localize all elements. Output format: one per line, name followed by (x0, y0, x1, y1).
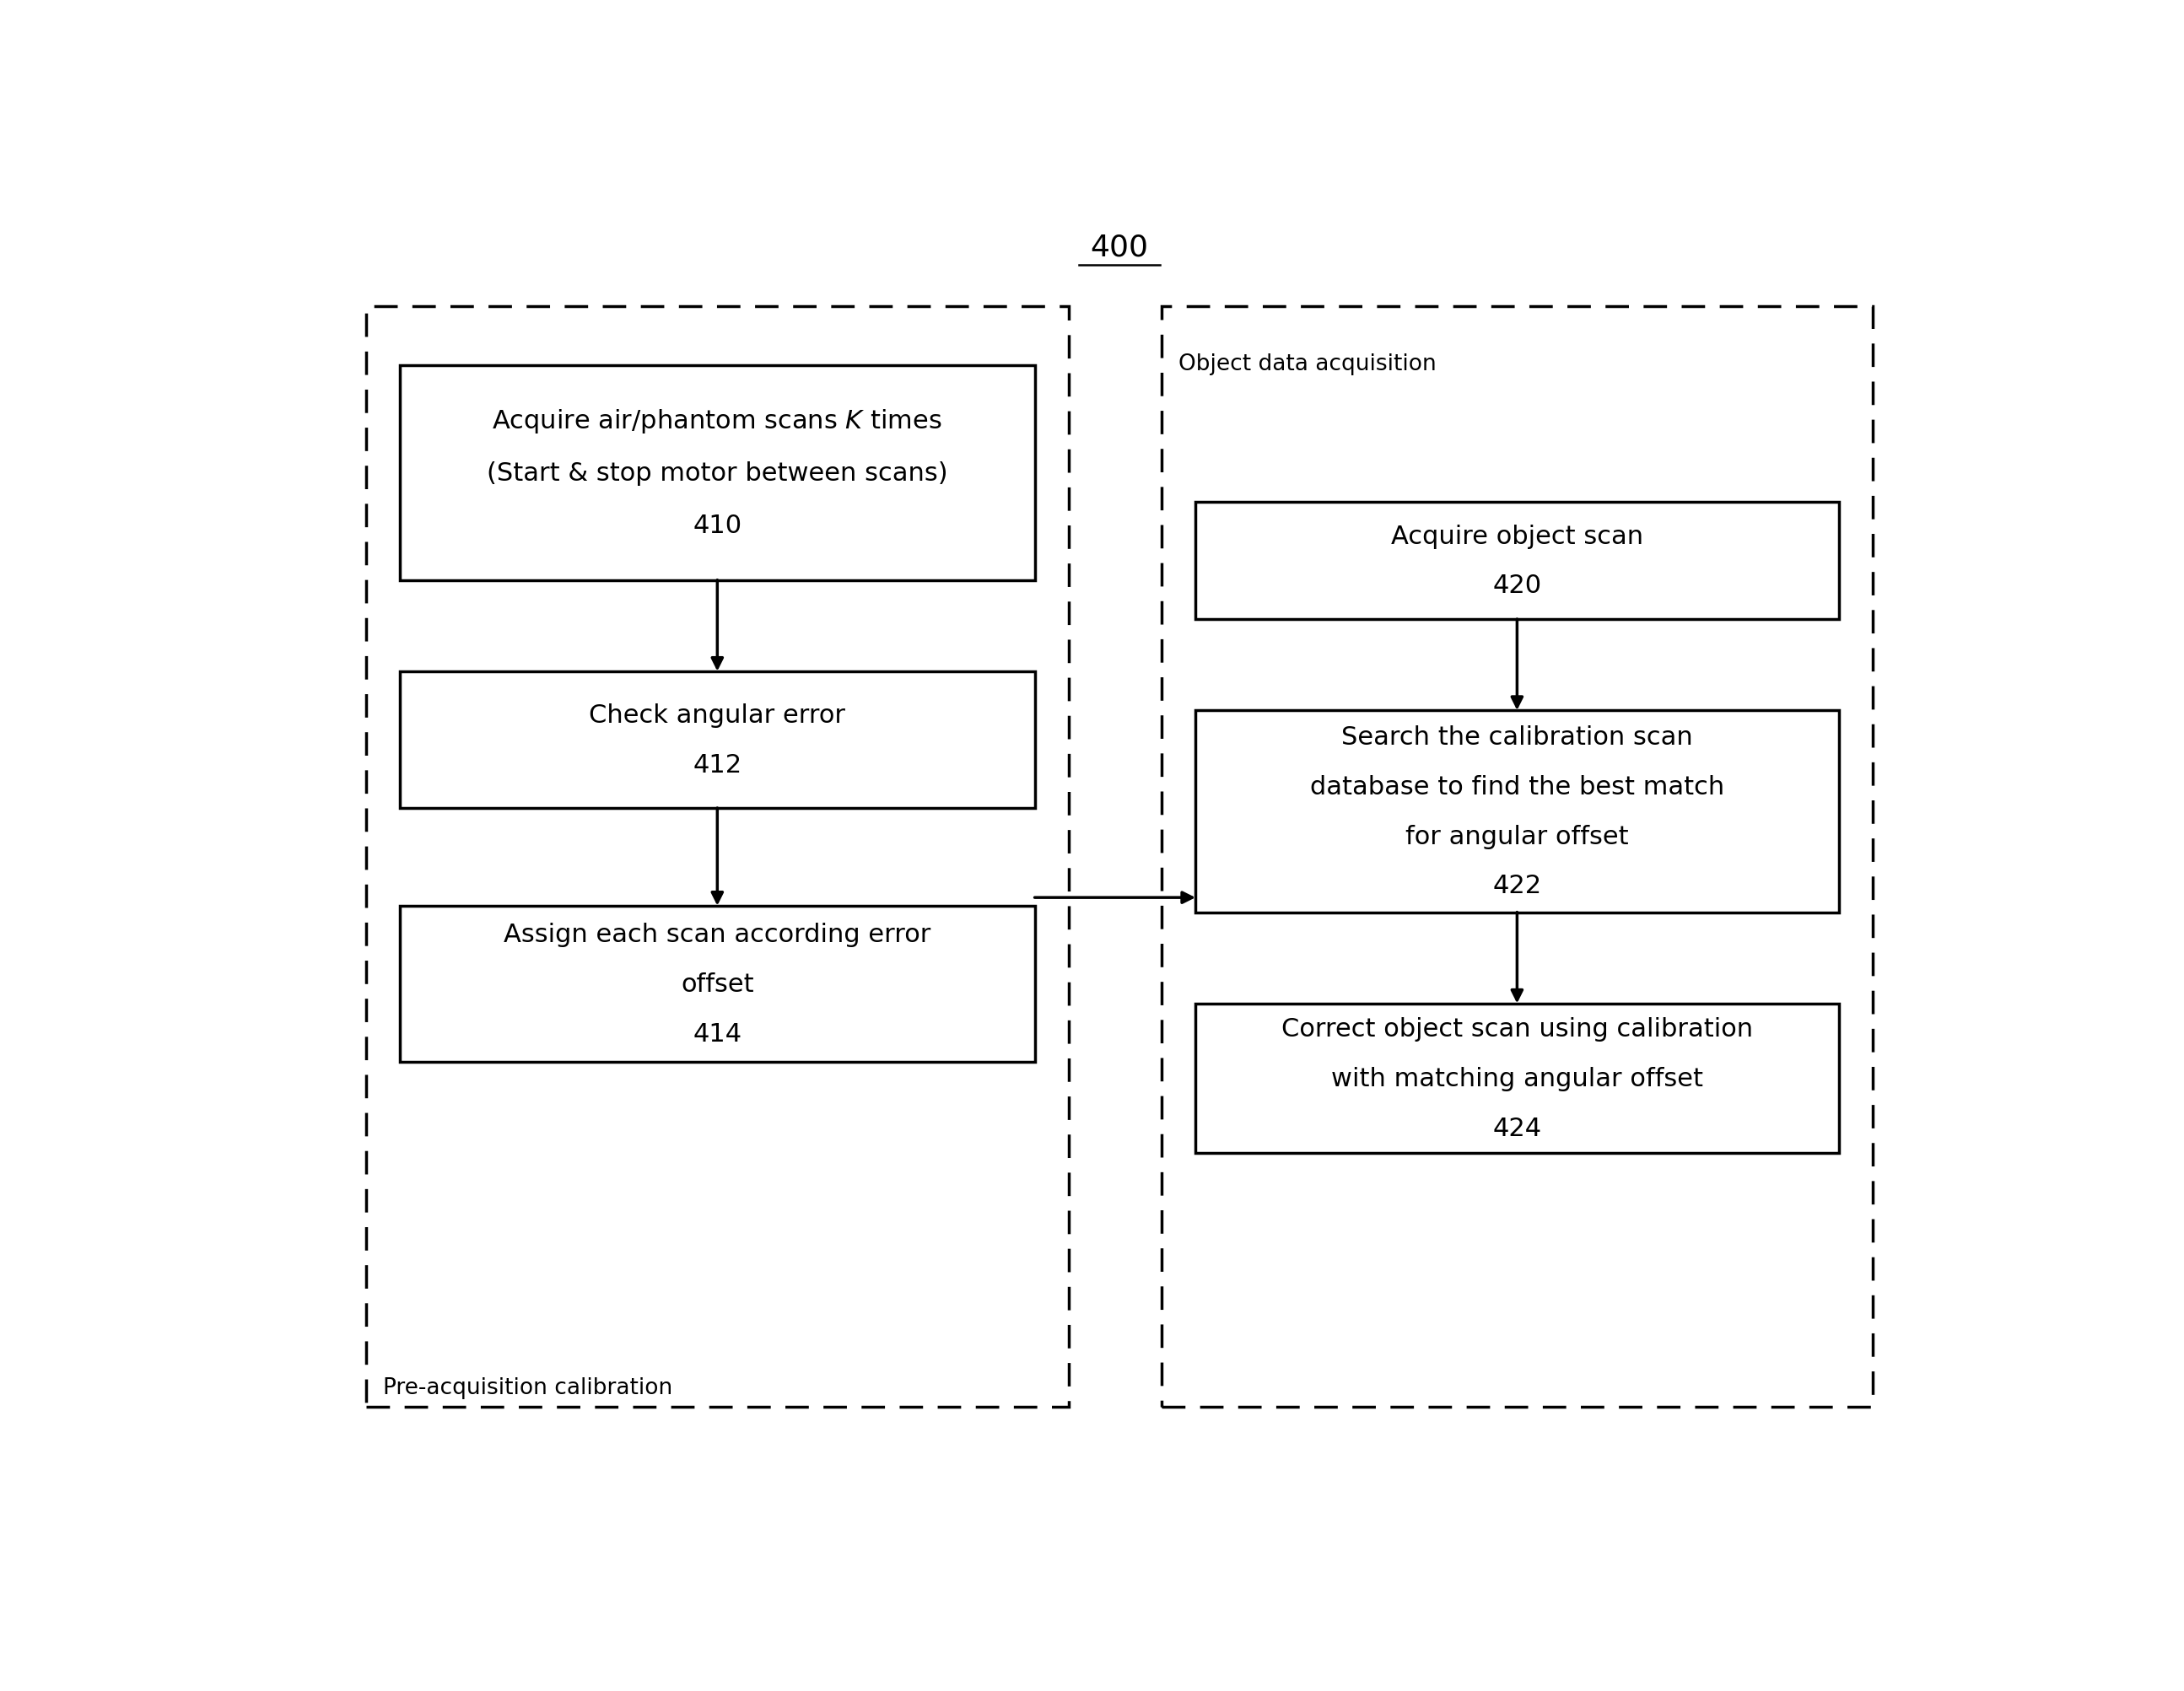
Text: for angular offset: for angular offset (1406, 824, 1629, 849)
Text: 410: 410 (692, 512, 743, 538)
Text: 422: 422 (1492, 874, 1542, 898)
Bar (1162, 308, 1872, 1407)
Text: Pre-acquisition calibration: Pre-acquisition calibration (382, 1376, 673, 1398)
Text: Assign each scan according error: Assign each scan according error (505, 923, 930, 947)
Text: Acquire air/phantom scans  times: Acquire air/phantom scans times (500, 409, 933, 433)
Text: 424: 424 (1492, 1116, 1542, 1140)
Bar (1195, 710, 1839, 913)
Text: 400: 400 (1090, 233, 1149, 262)
Bar (367, 308, 1068, 1407)
Text: offset: offset (681, 972, 753, 996)
Text: Object data acquisition: Object data acquisition (1179, 353, 1437, 375)
Bar (400, 906, 1035, 1062)
Text: 414: 414 (692, 1021, 743, 1045)
Text: Acquire air/phantom scans $\it{K}$ times: Acquire air/phantom scans $\it{K}$ times (491, 408, 943, 435)
Text: database to find the best match: database to find the best match (1310, 774, 1723, 800)
Bar (1195, 502, 1839, 619)
Text: Check angular error: Check angular error (590, 703, 845, 727)
Text: Correct object scan using calibration: Correct object scan using calibration (1282, 1016, 1754, 1042)
Bar (400, 671, 1035, 808)
Bar (1195, 1004, 1839, 1153)
Text: 420: 420 (1492, 573, 1542, 599)
Text: Acquire object scan: Acquire object scan (1391, 524, 1642, 548)
Text: Search the calibration scan: Search the calibration scan (1341, 725, 1693, 749)
Bar (400, 365, 1035, 580)
Text: with matching angular offset: with matching angular offset (1330, 1067, 1704, 1091)
Text: 412: 412 (692, 752, 743, 776)
Text: (Start & stop motor between scans): (Start & stop motor between scans) (487, 462, 948, 485)
